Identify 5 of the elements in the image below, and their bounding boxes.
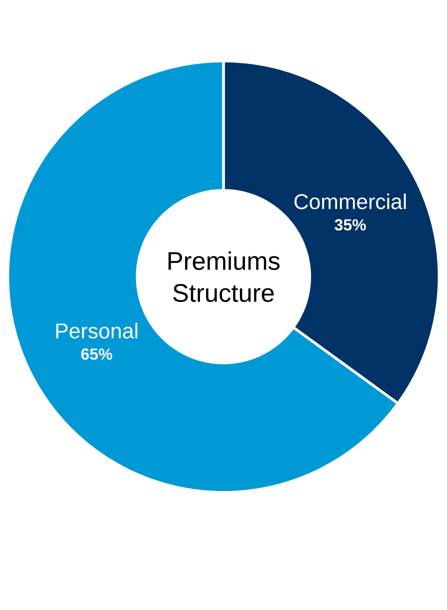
slice-label: Commercial	[294, 194, 406, 210]
data-label: 35%	[334, 219, 366, 231]
text: Premiums Structure	[168, 251, 280, 302]
data-label: 65%	[81, 348, 112, 360]
slice-label: Personal	[56, 322, 138, 338]
